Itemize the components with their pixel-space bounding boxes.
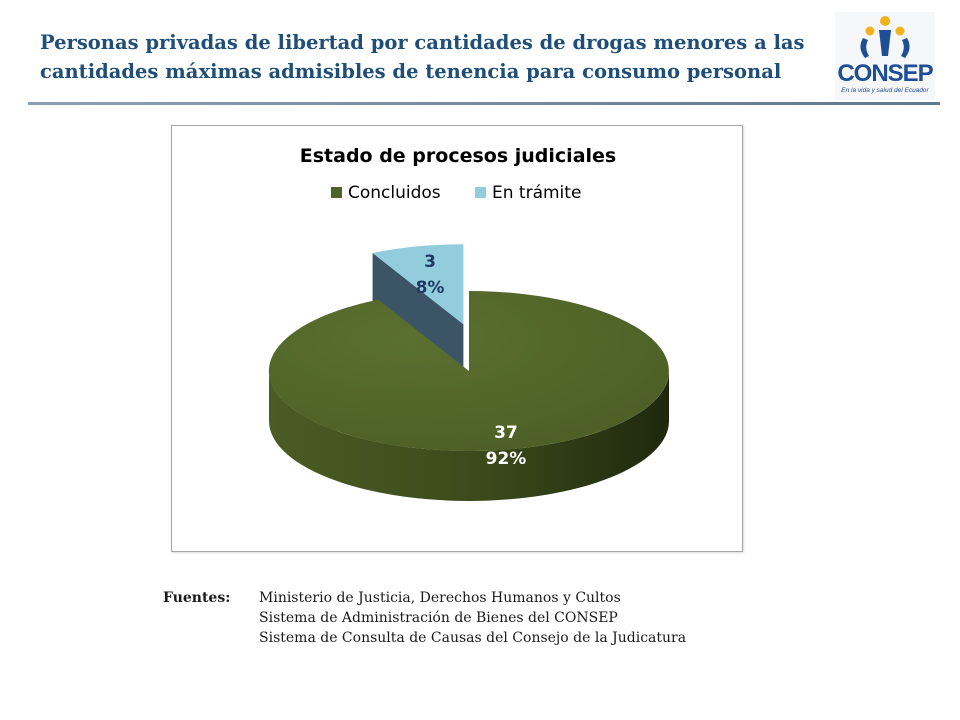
pie-slice-concluidos-side [269,371,669,501]
data-label-en-tramite-value: 3 [424,252,436,272]
pie-slice-concluidos [268,291,669,501]
data-label-concluidos-percent: 92% [486,449,527,469]
pie-slice-en-tramite-top [372,244,464,325]
sources-label: Fuentes: [163,590,231,606]
consep-emblem-icon [860,16,910,58]
pie-chart: Estado de procesos judiciales Concluidos… [171,125,743,552]
pie-chart-svg: Estado de procesos judiciales Concluidos… [268,145,669,501]
legend-label-en-tramite: En trámite [492,183,581,203]
pie-slice-concluidos-top [268,291,669,451]
source-item: Sistema de Consulta de Causas del Consej… [259,630,687,646]
source-item: Sistema de Administración de Bienes del … [259,610,618,626]
slide-title-line-1: Personas privadas de libertad por cantid… [40,31,805,54]
pie-slice-en-tramite-side [372,253,464,375]
legend-swatch-en-tramite [475,187,486,198]
legend-swatch-concluidos [331,187,342,198]
chart-title: Estado de procesos judiciales [300,145,616,167]
header-divider [28,102,940,105]
data-label-concluidos-value: 37 [494,423,518,443]
pie-slice-en-tramite [372,244,464,375]
logo-tagline: En la vida y salud del Ecuador [841,87,929,94]
slide-title: Personas privadas de libertad por cantid… [40,28,830,86]
sources-list: Ministerio de Justicia, Derechos Humanos… [259,588,686,648]
legend-label-concluidos: Concluidos [348,183,441,203]
slide-title-line-2: cantidades máximas admisibles de tenenci… [40,60,782,83]
logo-wordmark: CONSEP [837,60,933,87]
source-item: Ministerio de Justicia, Derechos Humanos… [259,590,621,606]
consep-logo: CONSEP En la vida y salud del Ecuador [835,12,935,100]
data-label-en-tramite-percent: 8% [416,278,445,298]
